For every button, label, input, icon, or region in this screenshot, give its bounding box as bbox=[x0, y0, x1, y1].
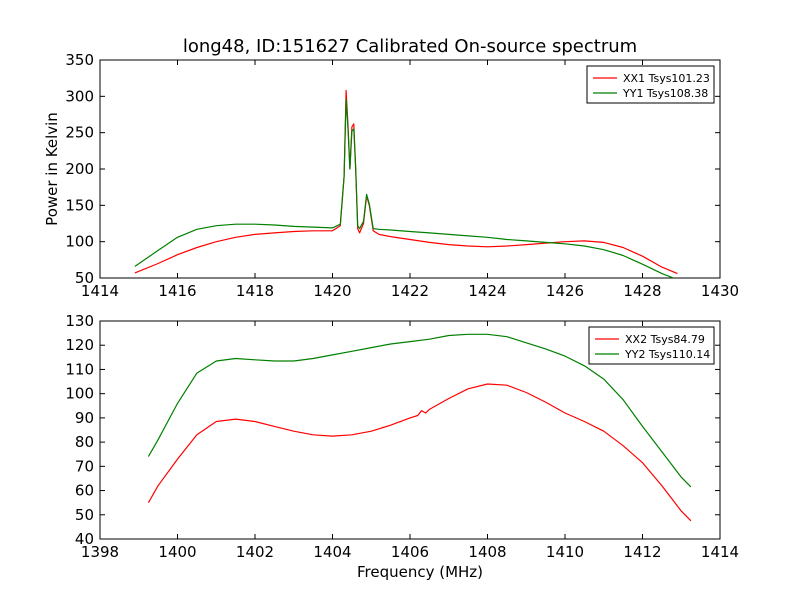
y-axis-label: Power in Kelvin bbox=[43, 112, 61, 226]
y-tick-label: 250 bbox=[65, 124, 94, 142]
x-tick-label: 1414 bbox=[701, 543, 739, 561]
series-line-xx2 bbox=[147, 383, 692, 522]
x-tick-label: 1430 bbox=[701, 282, 739, 300]
legend-box bbox=[588, 326, 715, 365]
x-tick-label: 1414 bbox=[81, 282, 119, 300]
y-tick-label: 120 bbox=[65, 336, 94, 354]
y-tick-label: 70 bbox=[75, 457, 94, 475]
x-tick-label: 1412 bbox=[623, 543, 661, 561]
series-group-1 bbox=[134, 89, 678, 278]
x-tick-label: 1420 bbox=[313, 282, 351, 300]
x-tick-label: 1406 bbox=[391, 543, 429, 561]
subplot-2: 1398 1400 1402 1404 1406 1408 1410 1412 1414 40 50… bbox=[65, 312, 739, 581]
y-tick-label: 200 bbox=[65, 160, 94, 178]
x-tick-label: 1426 bbox=[546, 282, 584, 300]
series-group-2 bbox=[147, 333, 692, 522]
y-tick-label: 50 bbox=[75, 506, 94, 524]
x-tick-label: 1400 bbox=[158, 543, 196, 561]
y-tick-label: 90 bbox=[75, 409, 94, 427]
legend-entry: XX2 Tsys84.79 bbox=[625, 333, 705, 346]
legend-entry: YY1 Tsys108.38 bbox=[622, 87, 708, 100]
y-tick-label: 80 bbox=[75, 433, 94, 451]
chart-title: long48, ID:151627 Calibrated On-source s… bbox=[183, 36, 637, 57]
y-tick-label: 150 bbox=[65, 196, 94, 214]
x-tick-label: 1402 bbox=[236, 543, 274, 561]
series-line-yy1 bbox=[134, 98, 674, 278]
legend-box bbox=[586, 65, 715, 104]
y-tick-label: 50 bbox=[75, 269, 94, 287]
subplot-1: 1414 1416 1418 1420 1422 1424 1426 1428 1430 50 10… bbox=[43, 51, 739, 300]
x-tick-label: 1424 bbox=[468, 282, 506, 300]
y-tick-label: 130 bbox=[65, 312, 94, 330]
legend-2: XX2 Tsys84.79 YY2 Tsys110.14 bbox=[588, 326, 715, 365]
x-tick-label: 1416 bbox=[158, 282, 196, 300]
y-tick-label: 100 bbox=[65, 385, 94, 403]
x-axis-label: Frequency (MHz) bbox=[357, 563, 483, 581]
y-tick-label: 100 bbox=[65, 233, 94, 251]
y-tick-label: 350 bbox=[65, 51, 94, 69]
legend-entry: YY2 Tsys110.14 bbox=[624, 348, 710, 361]
x-tick-label: 1418 bbox=[236, 282, 274, 300]
x-tick-label: 1422 bbox=[391, 282, 429, 300]
y-tick-label: 110 bbox=[65, 360, 94, 378]
x-tick-label: 1428 bbox=[623, 282, 661, 300]
x-tick-label: 1408 bbox=[468, 543, 506, 561]
y-tick-label: 60 bbox=[75, 482, 94, 500]
plots: 1414 1416 1418 1420 1422 1424 1426 1428 1430 50 10… bbox=[43, 51, 739, 581]
legend-entry: XX1 Tsys101.23 bbox=[623, 72, 710, 85]
y-tick-label: 40 bbox=[75, 530, 94, 548]
series-line-yy2 bbox=[147, 333, 692, 488]
x-tick-label: 1404 bbox=[313, 543, 351, 561]
legend-1: XX1 Tsys101.23 YY1 Tsys108.38 bbox=[586, 65, 715, 104]
y-tick-label: 300 bbox=[65, 87, 94, 105]
x-tick-label: 1398 bbox=[81, 543, 119, 561]
x-tick-label: 1410 bbox=[546, 543, 584, 561]
